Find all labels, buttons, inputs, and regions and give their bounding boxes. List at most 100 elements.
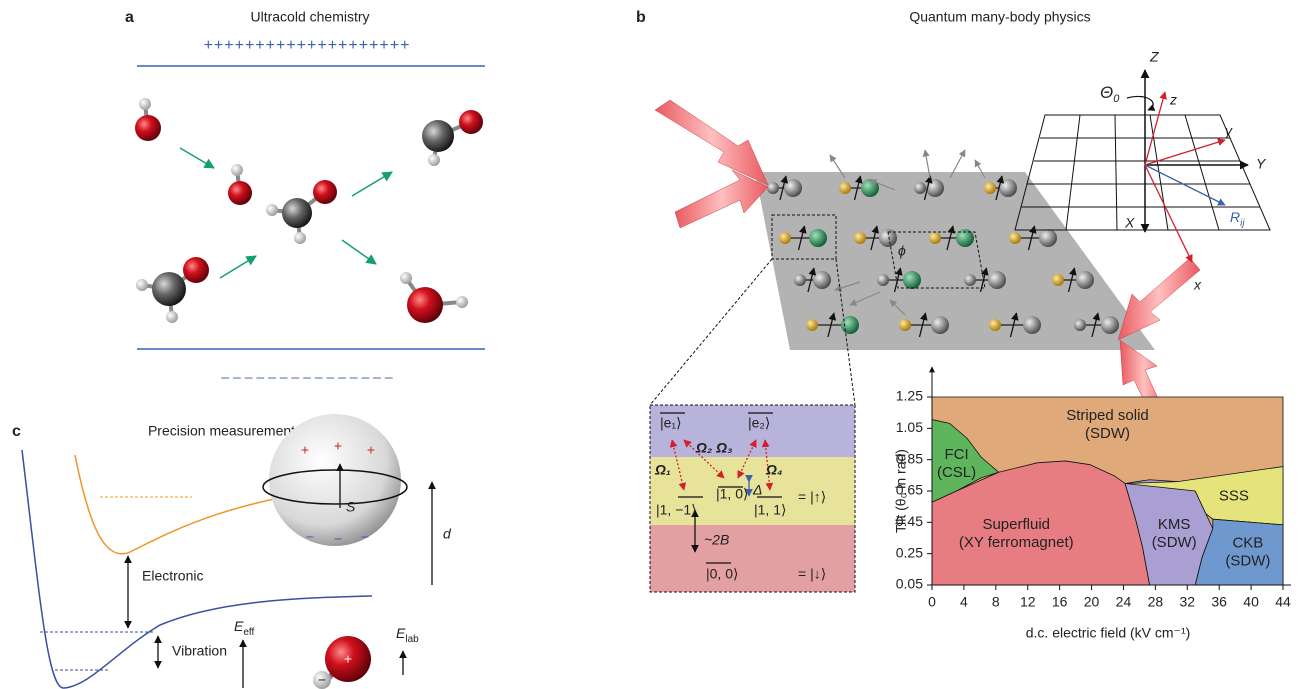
y-tick-label: 1.25	[896, 388, 923, 404]
x-tick-label: 0	[928, 594, 936, 610]
sphere	[269, 414, 401, 546]
atom	[313, 180, 337, 204]
atom	[899, 319, 911, 331]
charge: +	[344, 651, 352, 667]
charge: +	[301, 442, 309, 458]
atom	[806, 319, 818, 331]
molecules	[135, 98, 483, 323]
y-tick-label: 0.05	[896, 576, 923, 592]
frame-axes	[1145, 70, 1248, 232]
region-label: CKB	[1232, 535, 1263, 552]
minus-row: – – – – – – – – – – – – – – –	[221, 369, 392, 385]
x-tick-label: 16	[1052, 594, 1068, 610]
panel-title: Precision measurements	[148, 423, 302, 439]
atom	[456, 296, 468, 308]
y-tick-label: 1.05	[896, 419, 923, 435]
theta: Θ	[1100, 83, 1113, 102]
atom	[266, 204, 278, 216]
region-label: Striped solid	[1066, 407, 1149, 424]
atom	[183, 257, 209, 283]
charge: −	[361, 529, 369, 545]
x-tick-label: 12	[1020, 594, 1036, 610]
atom	[428, 154, 440, 166]
level-label: = |↓⟩	[798, 566, 826, 582]
y-axis-label: Tilt (θ₀ in rad)	[893, 449, 909, 533]
atom	[964, 274, 976, 286]
atom	[809, 229, 827, 247]
atom	[1074, 319, 1086, 331]
region-label: KMS	[1158, 516, 1191, 533]
coupling-label: Ω₁	[654, 462, 671, 478]
r: R	[1230, 209, 1240, 225]
level-label: |1, −1⟩	[656, 502, 697, 518]
x-axis-label: d.c. electric field (kV cm⁻¹)	[1026, 625, 1191, 641]
charge: −	[306, 529, 314, 545]
atom	[929, 232, 941, 244]
atom	[139, 98, 151, 110]
level-label: |e₂⟩	[748, 415, 770, 431]
atom	[136, 279, 148, 291]
x-tick-label: 44	[1275, 594, 1291, 610]
atom	[166, 311, 178, 323]
charge: −	[334, 531, 342, 547]
phi-label: ϕ	[898, 243, 906, 259]
charge: +	[367, 442, 375, 458]
atom	[1023, 316, 1041, 334]
atom	[989, 319, 1001, 331]
atom	[294, 232, 306, 244]
x-tick-label: 4	[960, 594, 968, 610]
charge: −	[318, 672, 326, 688]
atom	[839, 182, 851, 194]
panel-title: Ultracold chemistry	[250, 9, 369, 25]
region-label: FCI	[944, 446, 968, 463]
level-label: |0, 0⟩	[706, 566, 738, 582]
x-tick-label: 36	[1211, 594, 1227, 610]
region-label: (SDW)	[1085, 425, 1130, 442]
axis-label: Z	[1149, 49, 1159, 65]
rij-vector	[1145, 165, 1225, 205]
x-tick-label: 24	[1116, 594, 1132, 610]
axis-label: y	[1224, 123, 1233, 139]
atom	[1101, 316, 1119, 334]
gap-label: ~2B	[704, 532, 729, 548]
molecule-axes	[1145, 92, 1225, 262]
atom	[988, 271, 1006, 289]
atom	[152, 272, 186, 306]
atom	[999, 179, 1017, 197]
figure: a Ultracold chemistry ++++++++++++++++++…	[0, 0, 1299, 689]
subscript: lab	[405, 634, 419, 645]
elab-label: Elab	[396, 625, 419, 645]
dipole-label: d	[443, 526, 452, 542]
atom	[1039, 229, 1057, 247]
atom	[135, 115, 161, 141]
axis-label: Θ0	[1100, 83, 1120, 104]
coupling-label: Ω₂ Ω₃	[695, 440, 733, 456]
x-tick-label: 40	[1243, 594, 1259, 610]
atom	[779, 232, 791, 244]
axis-label: Y	[1256, 156, 1267, 172]
panel-label: b	[636, 9, 646, 26]
eeff-label: Eeff	[234, 618, 255, 638]
atom	[407, 287, 443, 323]
x-tick-label: 20	[1084, 594, 1100, 610]
atom	[459, 110, 483, 134]
level-label: |1, 1⟩	[754, 502, 786, 518]
subscript: 0	[1113, 93, 1120, 105]
x-tick-label: 8	[992, 594, 1000, 610]
region-label: (CSL)	[937, 464, 976, 481]
atom	[231, 164, 243, 176]
atom	[400, 272, 412, 284]
region-label: (XY ferromagnet)	[959, 534, 1074, 551]
atom	[1009, 232, 1021, 244]
atom	[282, 198, 312, 228]
atom	[914, 182, 926, 194]
x-tick-label: 32	[1179, 594, 1195, 610]
axis-label: z	[1169, 92, 1177, 108]
axis-label: X	[1124, 215, 1135, 231]
x-tick-label: 28	[1148, 594, 1164, 610]
spin-label: S	[346, 499, 356, 515]
atom	[1052, 274, 1064, 286]
band	[650, 525, 855, 592]
panel-label: c	[12, 423, 21, 440]
